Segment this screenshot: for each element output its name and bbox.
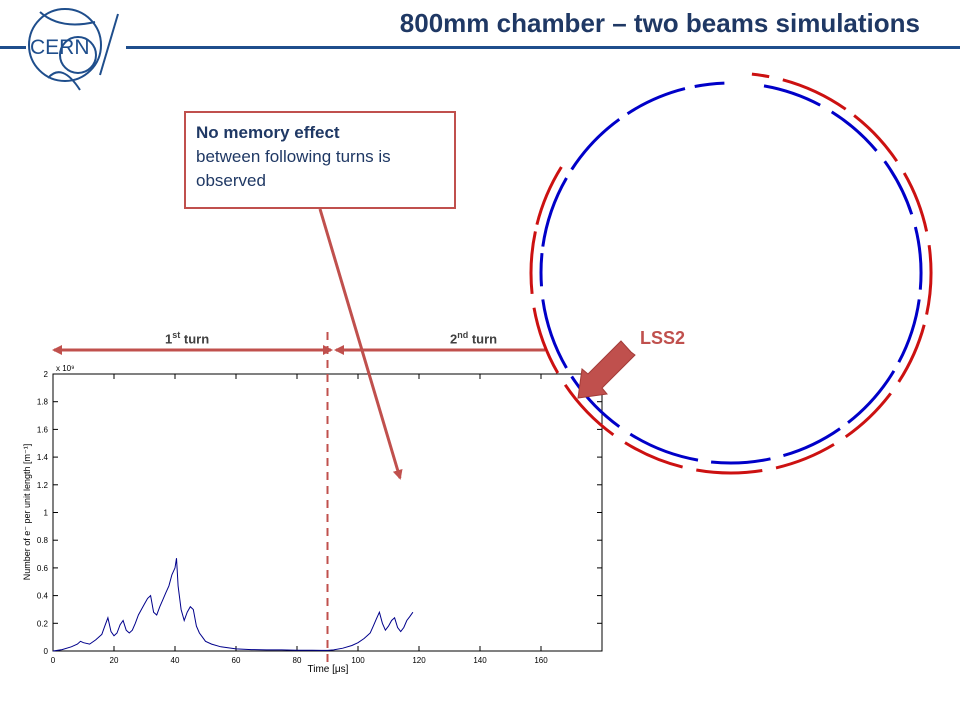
y-tick-label: 0.2 — [37, 619, 49, 628]
logo-text: CERN — [30, 36, 90, 59]
first-turn-sup: st — [172, 330, 181, 340]
beam2-segment — [844, 392, 892, 439]
beam2-segment — [925, 244, 933, 315]
y-tick-label: 0.4 — [37, 592, 49, 601]
y-tick-label: 0.6 — [37, 564, 49, 573]
y-tick-labels: 0 0.2 0.4 0.6 0.8 1 1.2 1.4 1.6 1.8 2 — [37, 370, 49, 656]
x-axis-label: Time [μs] — [308, 664, 349, 675]
cern-logo: CERN — [28, 8, 119, 91]
y-tick-label: 1.8 — [37, 398, 49, 407]
logo-curve-side — [99, 13, 119, 76]
lss2-arrow — [577, 340, 636, 399]
beam2-segment — [535, 166, 563, 225]
first-turn-word: turn — [180, 331, 210, 347]
beam2-segment — [532, 307, 560, 374]
second-turn-label: 2nd turn — [450, 330, 497, 346]
y-tick-label: 2 — [44, 370, 49, 379]
y-tick-label: 1.6 — [37, 425, 49, 434]
x-tick-label: 80 — [293, 656, 302, 665]
memory-effect-callout: No memory effect between following turns… — [184, 111, 456, 209]
header-rule-left — [0, 46, 26, 49]
lss2-label: LSS2 — [640, 328, 686, 348]
beam-ring — [529, 72, 933, 475]
beam1-segment — [913, 226, 923, 290]
beam1-segment — [883, 160, 914, 215]
logo-ring — [28, 8, 102, 82]
x-tick-label: 160 — [534, 656, 548, 665]
second-turn-sup: nd — [457, 330, 469, 340]
beam1-segment — [782, 427, 841, 458]
logo-curve-bottom — [47, 71, 81, 91]
beam2-segment — [751, 72, 770, 79]
first-turn-num: 1 — [165, 331, 173, 347]
beam1-segment — [763, 84, 821, 107]
y-exponent-label: x 10⁹ — [56, 364, 75, 373]
series-line — [52, 558, 414, 652]
beam2-segment — [775, 443, 835, 470]
second-turn-word: turn — [468, 331, 498, 347]
logo-inner-ring — [59, 36, 97, 74]
callout-bold-text: No memory effect — [196, 123, 340, 142]
beam2-segment — [529, 231, 537, 295]
callout-body-text: between following turns is observed — [196, 147, 391, 190]
x-tick-labels: 0 20 40 60 80 100 120 140 160 — [51, 656, 548, 665]
page-title: 800mm chamber – two beams simulations — [399, 8, 920, 38]
beam1-segment — [694, 81, 725, 88]
plot-frame — [52, 373, 603, 652]
y-tick-label: 1 — [44, 509, 49, 518]
beam2-segment — [696, 468, 763, 475]
y-tick-label: 0.8 — [37, 536, 49, 545]
beam1-segment — [541, 177, 568, 247]
y-axis-label: Number of e⁻ per unit length [m⁻¹] — [22, 444, 32, 581]
beam1-segment — [541, 299, 568, 369]
x-tick-label: 120 — [412, 656, 426, 665]
y-tick-label: 1.2 — [37, 481, 49, 490]
y-tick-label: 0 — [44, 647, 49, 656]
second-turn-num: 2 — [450, 331, 458, 347]
y-tick-label: 1.4 — [37, 453, 49, 462]
beam1-segment — [710, 457, 771, 465]
x-tick-label: 100 — [351, 656, 365, 665]
header-rule-right — [126, 46, 960, 49]
x-tick-label: 0 — [51, 656, 56, 665]
beam2-segment — [782, 78, 847, 111]
beam1-segment — [626, 87, 686, 115]
beam2-segment — [897, 324, 926, 383]
beam1-segment — [830, 110, 878, 152]
beam2-segment — [853, 114, 899, 163]
beam2-segment — [563, 383, 615, 437]
x-tick-label: 60 — [232, 656, 241, 665]
first-turn-label: 1st turn — [165, 330, 209, 346]
beam2-segment — [624, 441, 683, 469]
x-tick-label: 140 — [473, 656, 487, 665]
callout-pointer-arrow — [318, 208, 403, 480]
x-tick-label: 20 — [110, 656, 119, 665]
x-tick-label: 40 — [171, 656, 180, 665]
beam1-segment — [629, 432, 699, 462]
logo-curve-top — [39, 11, 96, 26]
beam1-segment — [847, 370, 896, 424]
beam1-segment — [897, 299, 921, 363]
beam1-segment — [570, 375, 621, 428]
beam1-segment — [570, 118, 621, 171]
beam2-segment — [902, 172, 929, 232]
beam1-segment — [539, 252, 544, 287]
